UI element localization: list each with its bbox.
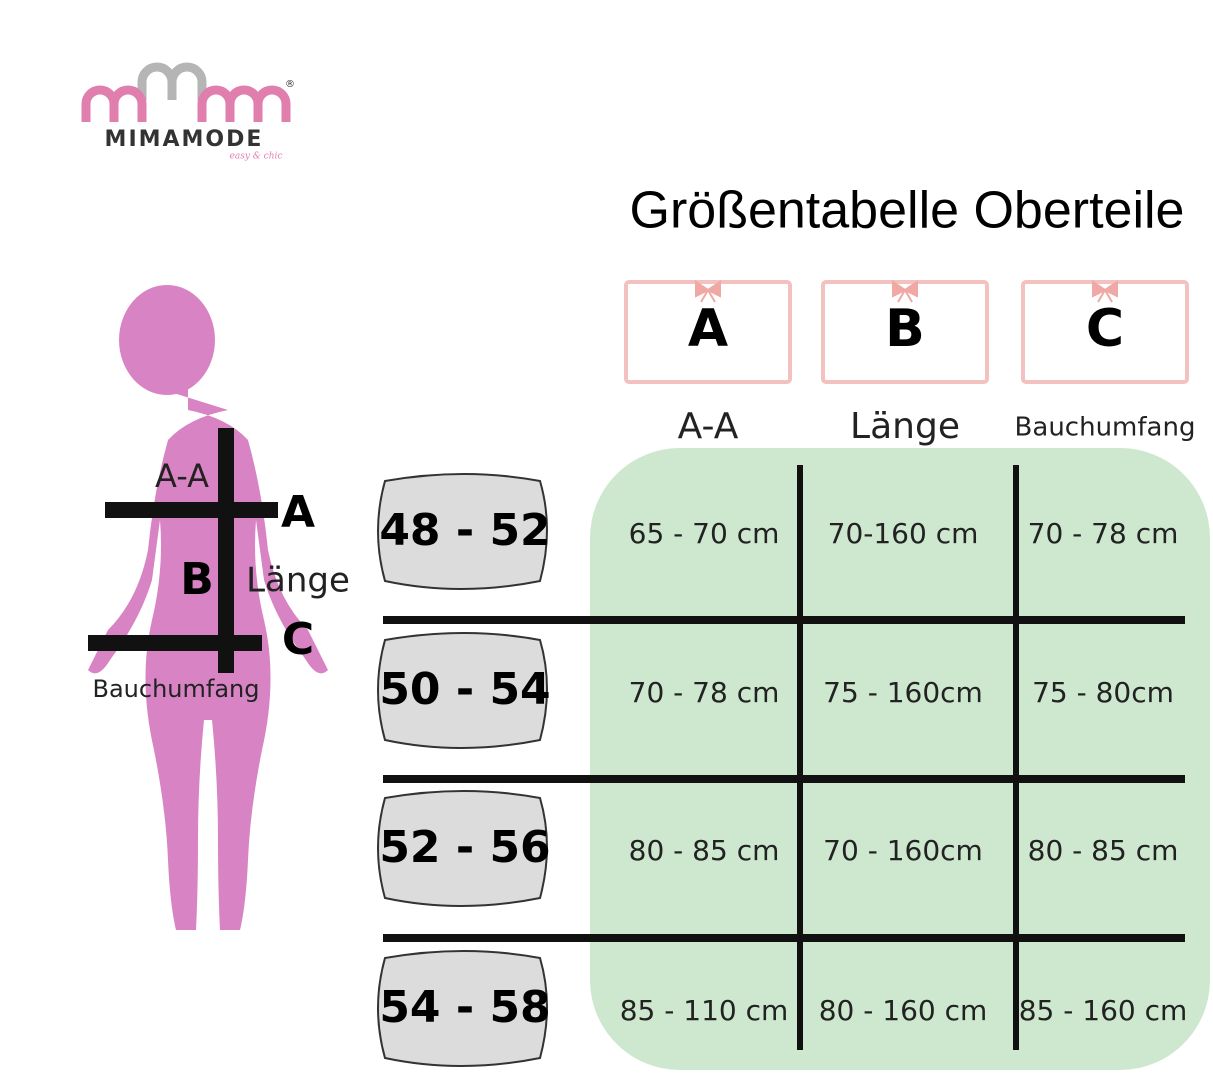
body-silhouette — [88, 285, 328, 930]
table-background — [590, 448, 1210, 1070]
column-divider — [1013, 465, 1019, 1050]
size-blob — [377, 950, 548, 1067]
cell-value: 85 - 110 cm — [620, 994, 789, 1027]
logo-tagline: easy & chic — [230, 152, 283, 162]
column-box — [821, 280, 989, 384]
column-box — [1021, 280, 1189, 384]
cell-value: 70 - 160cm — [823, 834, 983, 867]
figure-bars — [88, 428, 278, 673]
figure-label: A-A — [155, 457, 209, 495]
cell-value: 75 - 160cm — [823, 676, 983, 709]
size-blob — [377, 632, 548, 749]
logo-mark: ® — [285, 79, 295, 90]
figure-label: B — [180, 554, 214, 605]
figure-label: Bauchumfang — [93, 675, 260, 703]
column-letter: B — [885, 299, 925, 359]
cell-value: 80 - 160 cm — [819, 994, 988, 1027]
cell-value: 85 - 160 cm — [1019, 994, 1188, 1027]
figure-label: Länge — [246, 561, 350, 601]
bow — [892, 280, 918, 303]
size-label: 54 - 58 — [379, 982, 550, 1033]
row-divider — [383, 616, 1185, 624]
bow — [1092, 280, 1118, 303]
column-divider — [797, 465, 803, 1050]
size-label: 50 - 54 — [379, 664, 550, 715]
size-blob — [377, 473, 548, 590]
column-label: A-A — [678, 406, 739, 447]
cell-value: 70 - 78 cm — [629, 676, 780, 709]
column-letter: A — [688, 299, 728, 359]
size-label: 52 - 56 — [379, 822, 550, 873]
column-box — [624, 280, 792, 384]
size-blob — [377, 790, 548, 907]
cell-value: 65 - 70 cm — [629, 517, 780, 550]
cell-value: 80 - 85 cm — [629, 834, 780, 867]
title: Größentabelle Oberteile — [630, 182, 1185, 240]
figure-label: A — [281, 487, 315, 538]
column-label: Länge — [850, 406, 960, 447]
cell-value: 80 - 85 cm — [1028, 834, 1179, 867]
cell-value: 75 - 80cm — [1032, 676, 1174, 709]
logo-name: MIMAMODE — [105, 127, 264, 152]
row-divider — [383, 934, 1185, 942]
figure-label: C — [282, 614, 314, 665]
column-letter: C — [1086, 299, 1124, 359]
column-label: Bauchumfang — [1015, 413, 1196, 443]
cell-value: 70-160 cm — [828, 517, 979, 550]
bow — [695, 280, 721, 303]
cell-value: 70 - 78 cm — [1028, 517, 1179, 550]
row-divider — [383, 775, 1185, 783]
logo: MIMAMODE ® easy & chic — [81, 62, 295, 162]
size-label: 48 - 52 — [379, 505, 550, 556]
